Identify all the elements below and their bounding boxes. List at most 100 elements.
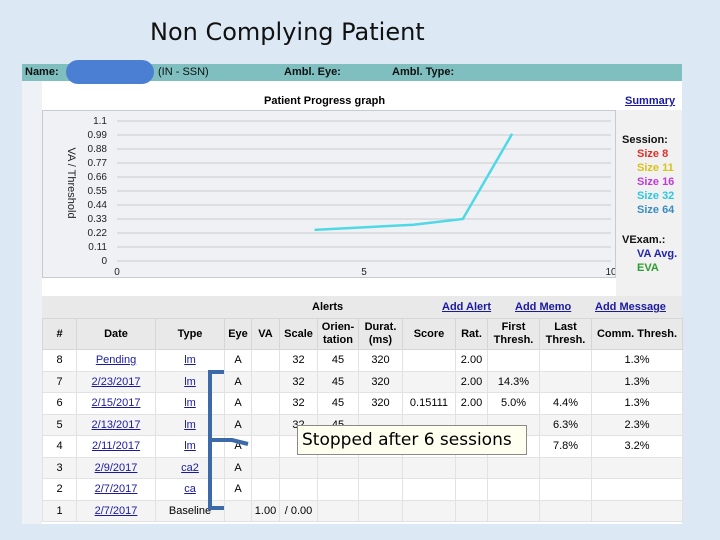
table-cell xyxy=(279,478,318,501)
table-cell: 45 xyxy=(317,370,359,393)
y-axis-label: VA / Threshold xyxy=(65,147,77,218)
table-cell: 32 xyxy=(279,349,318,372)
table-row[interactable]: 7 2/23/2017 lm A 32 45 320 2.00 14.3% 1.3% xyxy=(42,370,683,393)
legend-size-64: Size 64 xyxy=(637,204,675,216)
table-cell: A xyxy=(224,349,252,372)
add-memo-link[interactable]: Add Memo xyxy=(515,301,572,313)
table-cell xyxy=(224,499,252,522)
column-header: Type xyxy=(155,318,225,350)
table-cell: Baseline xyxy=(155,499,225,522)
y-tick-label: 0.99 xyxy=(88,130,108,141)
table-cell xyxy=(358,499,403,522)
table-row[interactable]: 6 2/15/2017 lm A 32 45 320 0.15111 2.00 5.0% 4.4% 1… xyxy=(42,392,683,415)
table-cell[interactable]: 2/7/2017 xyxy=(76,478,156,501)
table-cell: 6.3% xyxy=(539,413,592,436)
y-tick-label: 0.55 xyxy=(88,186,108,197)
table-cell: 5.0% xyxy=(487,392,540,415)
column-header: Orien-tation xyxy=(317,318,359,350)
table-cell xyxy=(358,456,403,479)
table-cell: 45 xyxy=(317,349,359,372)
table-row[interactable]: 3 2/9/2017 ca2 A xyxy=(42,456,683,479)
table-cell: 1.3% xyxy=(591,370,683,393)
table-cell: 2.3% xyxy=(591,413,683,436)
summary-link[interactable]: Summary xyxy=(625,95,676,107)
table-row[interactable]: 2 2/7/2017 ca A xyxy=(42,478,683,501)
table-cell: 0.15111 xyxy=(402,392,456,415)
table-cell xyxy=(591,456,683,479)
column-header: First Thresh. xyxy=(487,318,540,350)
table-cell xyxy=(591,499,683,522)
table-cell[interactable]: 2/11/2017 xyxy=(76,435,156,458)
table-cell: 4.4% xyxy=(539,392,592,415)
table-cell xyxy=(402,499,456,522)
series-line xyxy=(314,133,514,232)
table-cell: 3.2% xyxy=(591,435,683,458)
table-cell[interactable]: ca2 xyxy=(155,456,225,479)
x-tick-label: 10 xyxy=(605,267,615,277)
table-cell xyxy=(539,499,592,522)
legend-size-32: Size 32 xyxy=(637,190,675,202)
table-cell: 2.00 xyxy=(455,370,488,393)
table-header-row: # Date Type Eye VA Scale Orien-tation Durat. (m… xyxy=(42,318,683,350)
y-tick-label: 0.66 xyxy=(88,172,108,183)
table-cell[interactable]: 2/15/2017 xyxy=(76,392,156,415)
table-cell: 1 xyxy=(42,499,77,522)
add-message-link[interactable]: Add Message xyxy=(595,301,666,313)
table-cell xyxy=(487,478,540,501)
table-cell xyxy=(487,349,540,372)
y-tick-label: 0.11 xyxy=(88,242,107,253)
column-header: Score xyxy=(402,318,456,350)
table-cell: 2 xyxy=(42,478,77,501)
table-cell: 5 xyxy=(42,413,77,436)
table-cell[interactable]: lm xyxy=(155,370,225,393)
y-tick-label: 0.22 xyxy=(88,228,108,239)
legend-size-16: Size 16 xyxy=(637,176,675,188)
table-cell: 320 xyxy=(358,392,403,415)
table-cell xyxy=(402,370,456,393)
table-cell[interactable]: 2/7/2017 xyxy=(76,499,156,522)
table-cell[interactable]: lm xyxy=(155,349,225,372)
graph-title: Patient Progress graph xyxy=(264,95,386,107)
table-cell[interactable]: 2/13/2017 xyxy=(76,413,156,436)
table-cell xyxy=(455,499,488,522)
column-header: Date xyxy=(76,318,156,350)
table-cell: 8 xyxy=(42,349,77,372)
table-cell xyxy=(402,349,456,372)
table-cell[interactable]: Pending xyxy=(76,349,156,372)
column-header: # xyxy=(42,318,77,350)
table-cell xyxy=(539,456,592,479)
table-cell: 7.8% xyxy=(539,435,592,458)
table-cell[interactable]: 2/9/2017 xyxy=(76,456,156,479)
table-cell[interactable]: lm xyxy=(155,413,225,436)
table-cell xyxy=(455,478,488,501)
legend-va-avg: VA Avg. xyxy=(637,248,678,260)
table-cell: 4 xyxy=(42,435,77,458)
table-cell xyxy=(539,349,592,372)
patient-panel: Name: (IN - SSN) Ambl. Eye: Ambl. Type: … xyxy=(22,60,683,524)
stopped-callout: Stopped after 6 sessions xyxy=(297,425,527,455)
table-cell xyxy=(251,413,280,436)
column-header: Last Thresh. xyxy=(539,318,592,350)
add-alert-link[interactable]: Add Alert xyxy=(442,301,492,313)
alerts-title: Alerts xyxy=(312,301,344,313)
table-cell: 320 xyxy=(358,370,403,393)
table-cell: 320 xyxy=(358,349,403,372)
table-cell: 2.00 xyxy=(455,392,488,415)
column-header: Durat. (ms) xyxy=(358,318,403,350)
table-row[interactable]: 8 Pending lm A 32 45 320 2.00 1.3% xyxy=(42,349,683,372)
table-cell xyxy=(455,456,488,479)
table-cell xyxy=(487,456,540,479)
left-strip xyxy=(22,81,42,524)
alerts-bar: Alerts Add Alert Add Memo Add Message xyxy=(42,296,682,318)
table-cell: 2.00 xyxy=(455,349,488,372)
legend-eva: EVA xyxy=(637,262,659,274)
table-row[interactable]: 1 2/7/2017 Baseline 1.00/ 0.00 xyxy=(42,499,683,522)
session-legend-title: Session: xyxy=(622,134,668,146)
brace-mark xyxy=(208,370,249,510)
name-label: Name: xyxy=(25,66,59,78)
vexam-legend-title: VExam.: xyxy=(622,234,666,246)
slide-title: Non Complying Patient xyxy=(150,18,425,46)
redaction-mark xyxy=(66,60,154,84)
table-cell: 6 xyxy=(42,392,77,415)
table-cell[interactable]: 2/23/2017 xyxy=(76,370,156,393)
